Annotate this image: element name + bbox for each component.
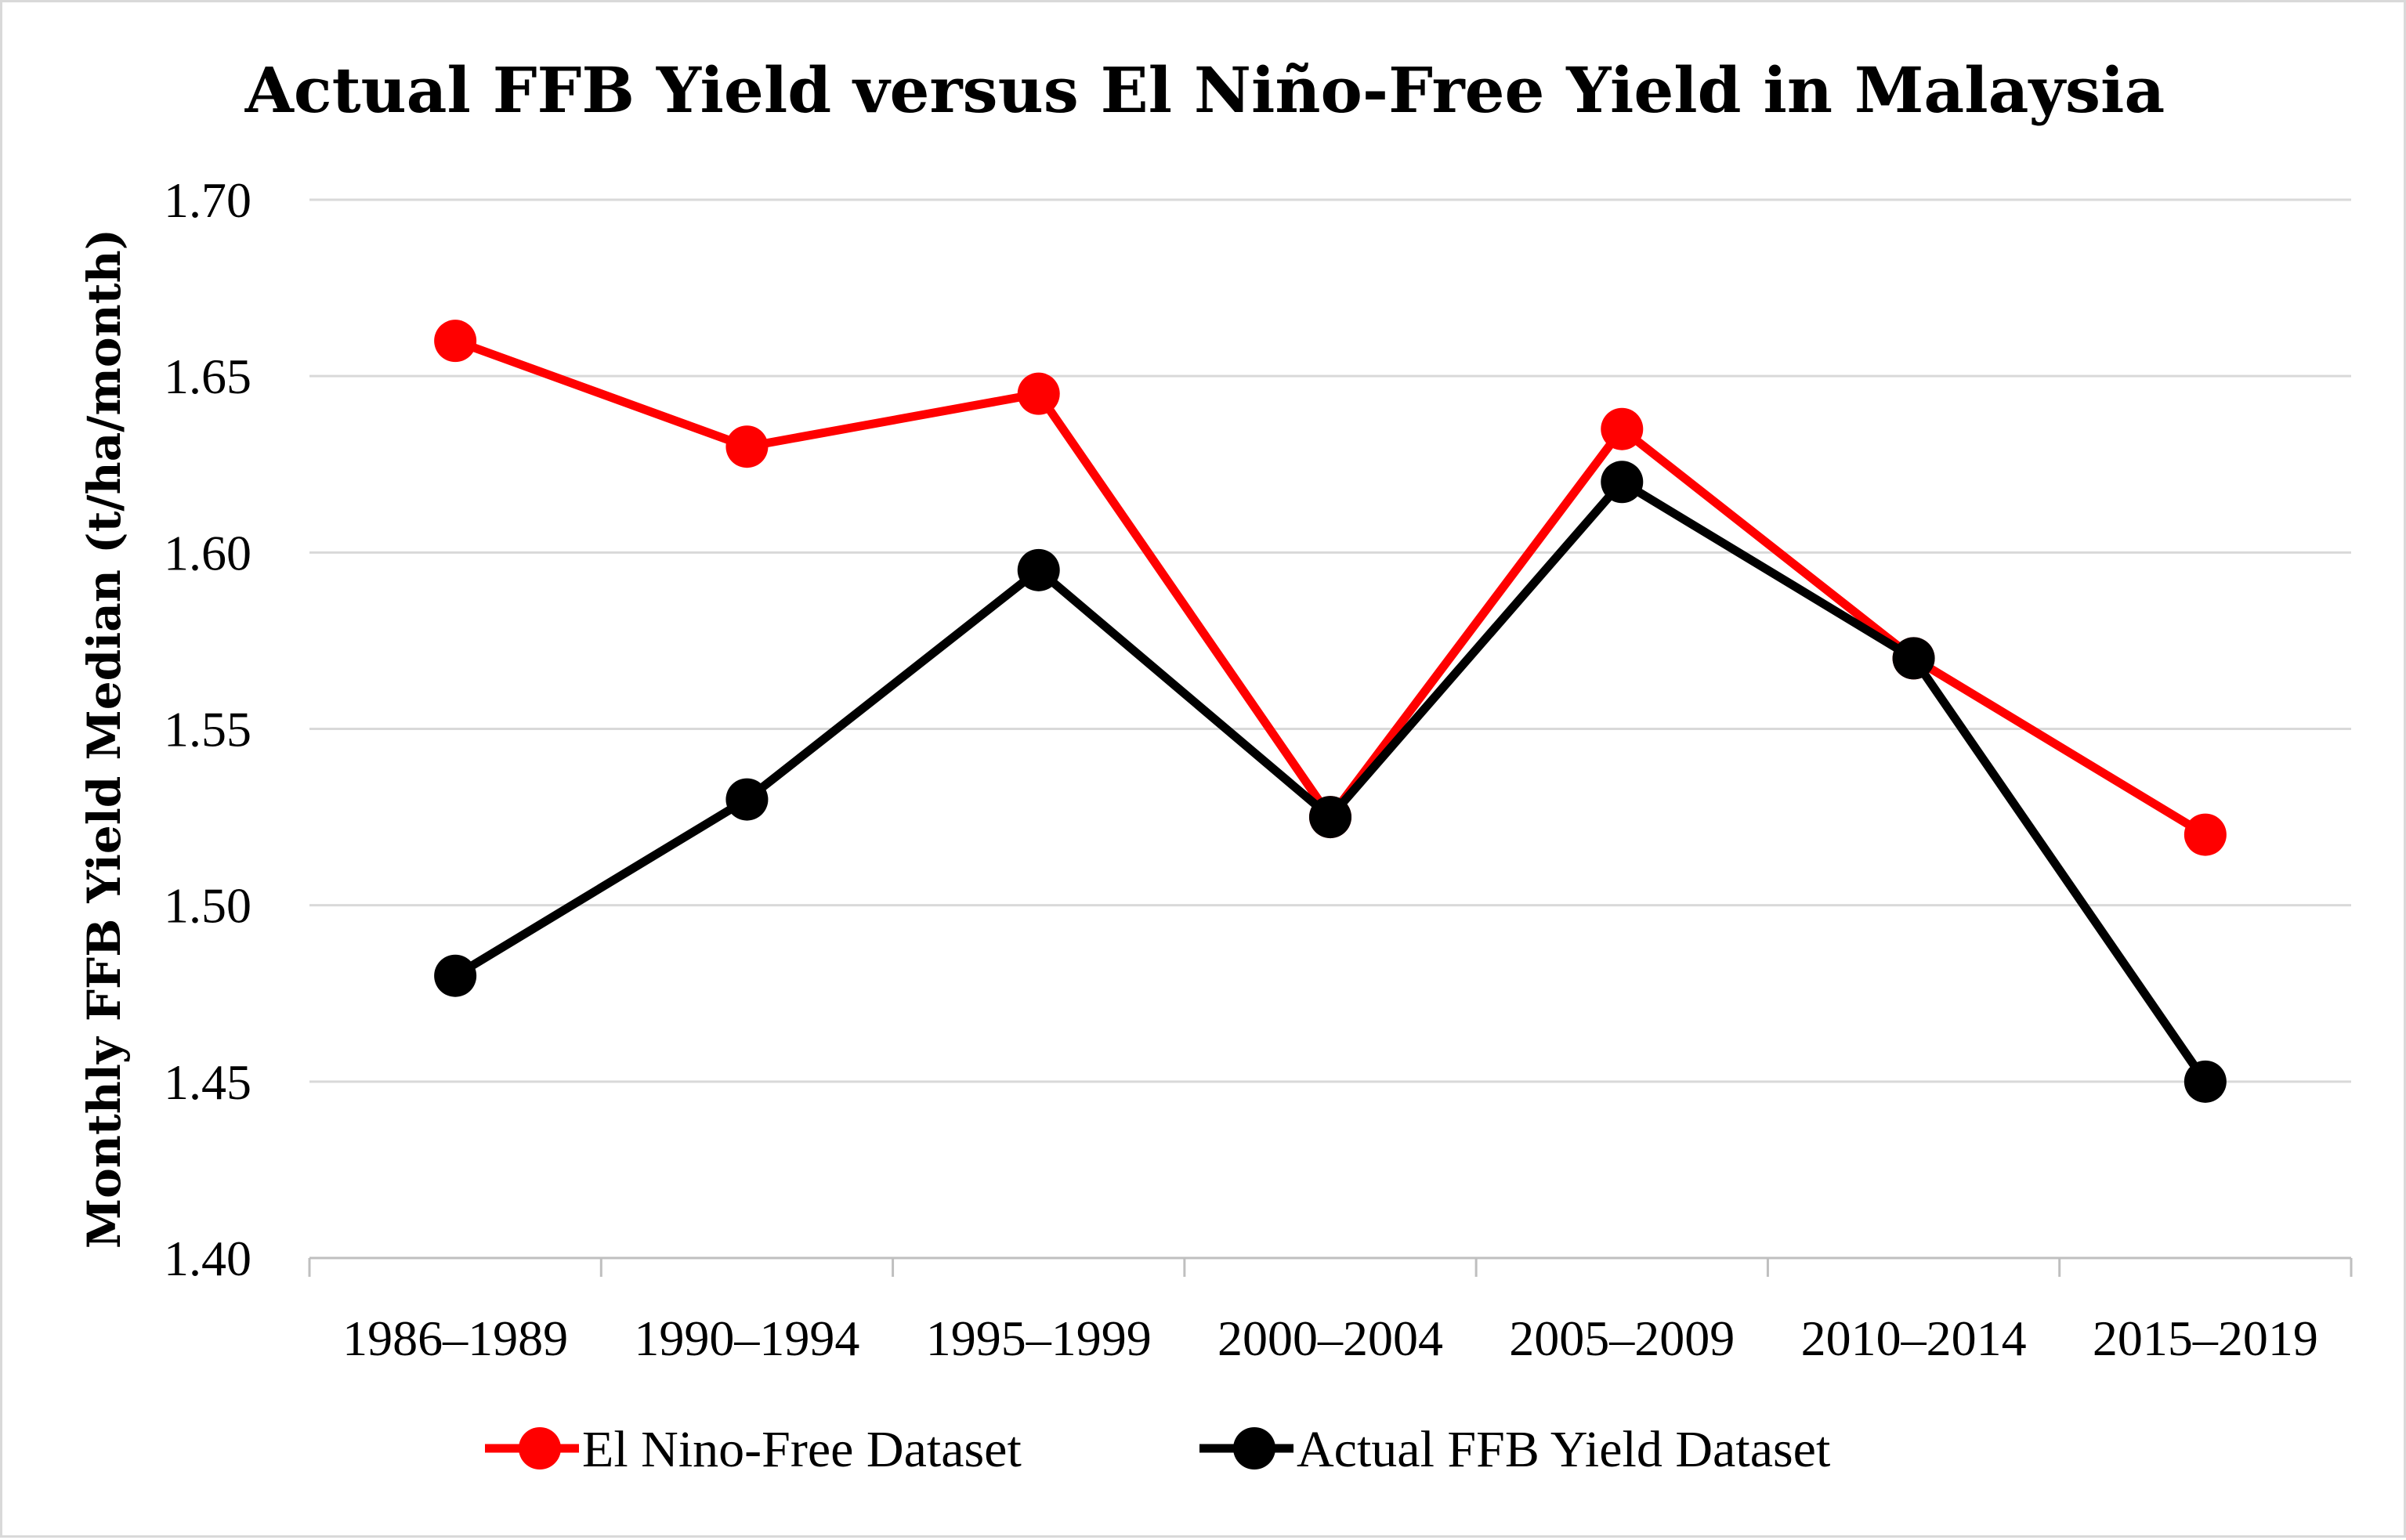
chart-title: Actual FFB Yield versus El Niño-Free Yie… — [244, 53, 2165, 127]
y-tick-label: 1.40 — [164, 1231, 251, 1286]
legend-label: Actual FFB Yield Dataset — [1297, 1421, 1830, 1478]
series-layer — [434, 320, 2227, 1103]
x-tick-label: 2005–2009 — [1509, 1310, 1735, 1366]
y-axis-label: Monthly FFB Yield Median (t/ha/month) — [78, 229, 131, 1249]
data-point — [1601, 407, 1644, 450]
series-2 — [434, 461, 2227, 1103]
legend-marker — [519, 1427, 561, 1470]
x-tick-label: 2015–2019 — [2093, 1310, 2318, 1366]
y-tick-label: 1.60 — [164, 525, 251, 580]
data-point — [2183, 813, 2227, 856]
data-point — [1309, 796, 1351, 839]
legend: El Nino-Free Dataset Actual FFB Yield Dat… — [485, 1421, 1830, 1478]
data-point — [1601, 461, 1644, 504]
x-tick-label: 1986–1989 — [342, 1310, 568, 1366]
data-point — [434, 320, 477, 363]
legend-marker — [1233, 1427, 1275, 1470]
data-point — [2183, 1060, 2227, 1103]
y-tick-label: 1.45 — [164, 1054, 251, 1110]
y-tick-label: 1.55 — [164, 702, 251, 757]
x-tick-label: 1995–1999 — [926, 1310, 1152, 1366]
data-point — [1892, 637, 1935, 680]
y-tick-label: 1.70 — [164, 172, 251, 228]
x-axis: 1986–1989 1990–1994 1995–1999 2000–2004 2005… — [308, 1256, 2353, 1366]
x-tick-label: 2000–2004 — [1217, 1310, 1443, 1366]
data-point — [1017, 548, 1060, 591]
data-point — [434, 954, 477, 997]
x-tick-label: 2010–2014 — [1801, 1310, 2027, 1366]
legend-label: El Nino-Free Dataset — [582, 1421, 1022, 1478]
y-tick-label: 1.50 — [164, 878, 251, 934]
series-1 — [434, 320, 2227, 856]
data-point — [1017, 372, 1060, 415]
legend-item-2: Actual FFB Yield Dataset — [1199, 1421, 1830, 1478]
gridlines — [309, 198, 2351, 1083]
y-tick-label: 1.65 — [164, 349, 251, 404]
data-point — [725, 778, 769, 821]
data-point — [725, 425, 769, 468]
series-line — [454, 336, 2208, 839]
series-line — [453, 477, 2209, 1084]
legend-item-1: El Nino-Free Dataset — [485, 1421, 1022, 1478]
x-tick-label: 1990–1994 — [634, 1310, 859, 1366]
y-tick-labels: 1.40 1.45 1.50 1.55 1.60 1.65 1.70 — [164, 172, 251, 1286]
